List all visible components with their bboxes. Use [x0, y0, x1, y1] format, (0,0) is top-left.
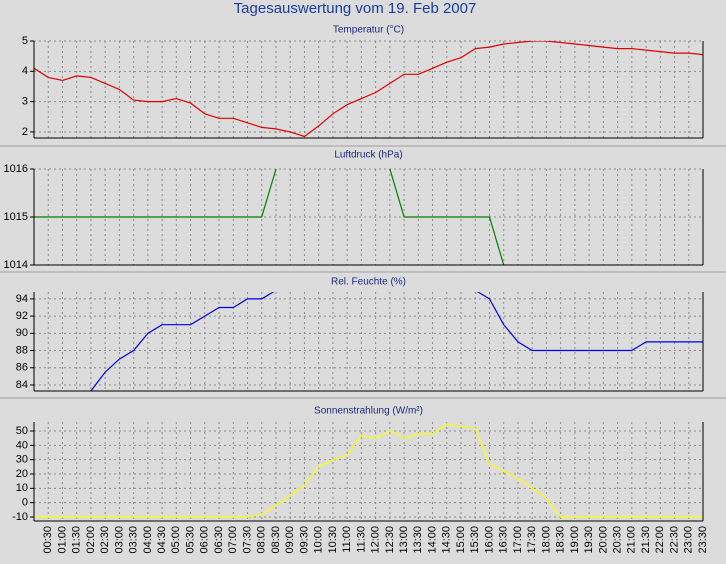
y-tick-label: 0: [22, 497, 28, 509]
x-tick-label: 01:00: [56, 526, 68, 554]
x-tick-label: 06:00: [199, 526, 211, 554]
y-tick-label: 84: [16, 379, 28, 391]
panel-title: Rel. Feuchte (%): [331, 277, 406, 288]
x-tick-label: 18:30: [555, 526, 567, 554]
y-tick-label: 40: [16, 439, 28, 451]
x-tick-label: 10:00: [313, 526, 325, 554]
x-tick-label: 05:00: [170, 526, 182, 554]
x-tick-label: 17:00: [512, 526, 524, 554]
x-tick-label: 01:30: [71, 526, 83, 554]
x-tick-label: 02:30: [99, 526, 111, 554]
x-tick-label: 09:30: [298, 526, 310, 554]
y-tick-label: 92: [16, 310, 28, 322]
x-tick-label: 12:30: [384, 526, 396, 554]
x-tick-label: 02:00: [85, 526, 97, 554]
y-tick-label: 4: [22, 65, 28, 77]
x-tick-label: 03:30: [128, 526, 140, 554]
x-tick-label: 23:30: [697, 526, 709, 554]
x-tick-label: 04:00: [142, 526, 154, 554]
y-tick-label: 94: [16, 293, 28, 305]
data-line: [34, 423, 703, 518]
x-tick-label: 14:00: [427, 526, 439, 554]
y-tick-label: 88: [16, 344, 28, 356]
main-title: Tagesauswertung vom 19. Feb 2007: [234, 0, 477, 17]
y-tick-label: -10: [12, 511, 28, 523]
x-tick-label: 21:00: [626, 526, 638, 554]
x-tick-label: 20:00: [597, 526, 609, 554]
x-tick-label: 09:00: [284, 526, 296, 554]
x-tick-label: 18:00: [540, 526, 552, 554]
y-tick-label: 1015: [4, 211, 28, 223]
x-tick-label: 08:30: [270, 526, 282, 554]
x-tick-label: 10:30: [327, 526, 339, 554]
x-tick-label: 05:30: [185, 526, 197, 554]
x-tick-label: 16:30: [498, 526, 510, 554]
x-tick-label: 13:30: [412, 526, 424, 554]
x-tick-label: 07:30: [241, 526, 253, 554]
plot-area: [34, 422, 703, 521]
x-tick-label: 08:00: [256, 526, 268, 554]
y-tick-label: 5: [22, 35, 28, 47]
y-tick-label: 30: [16, 454, 28, 466]
x-tick-label: 13:00: [398, 526, 410, 554]
plot-area: [34, 292, 703, 391]
x-tick-label: 04:30: [156, 526, 168, 554]
x-tick-label: 19:30: [583, 526, 595, 554]
x-tick-label: 17:30: [526, 526, 538, 554]
panel-title: Luftdruck (hPa): [334, 150, 402, 161]
x-tick-label: 16:00: [483, 526, 495, 554]
x-tick-label: 21:30: [640, 526, 652, 554]
data-line: [34, 41, 703, 138]
y-tick-label: 1016: [4, 163, 28, 175]
x-tick-label: 15:00: [455, 526, 467, 554]
y-tick-label: 50: [16, 425, 28, 437]
y-tick-label: 3: [22, 96, 28, 108]
x-tick-label: 22:00: [654, 526, 666, 554]
y-tick-label: 1014: [4, 259, 28, 271]
panel-title: Temperatur (°C): [333, 25, 404, 36]
data-line: [89, 292, 703, 391]
x-tick-label: 22:30: [668, 526, 680, 554]
y-tick-label: 90: [16, 327, 28, 339]
x-tick-label: 15:30: [469, 526, 481, 554]
x-tick-label: 12:00: [370, 526, 382, 554]
x-tick-label: 07:00: [227, 526, 239, 554]
x-tick-label: 11:30: [355, 526, 367, 553]
x-tick-label: 00:30: [42, 526, 54, 554]
y-tick-label: 10: [16, 482, 28, 494]
y-tick-label: 2: [22, 126, 28, 138]
y-tick-label: 86: [16, 362, 28, 374]
x-tick-label: 03:00: [113, 526, 125, 554]
data-line: [34, 169, 505, 265]
x-tick-label: 23:00: [683, 526, 695, 554]
x-tick-label: 19:00: [569, 526, 581, 554]
x-tick-label: 14:30: [441, 526, 453, 554]
panel-title: Sonnenstrahlung (W/m²): [314, 406, 423, 417]
x-tick-label: 11:00: [341, 526, 353, 553]
x-tick-label: 06:30: [213, 526, 225, 554]
plot-area: [34, 41, 703, 138]
x-tick-label: 20:30: [612, 526, 624, 554]
y-tick-label: 20: [16, 468, 28, 480]
